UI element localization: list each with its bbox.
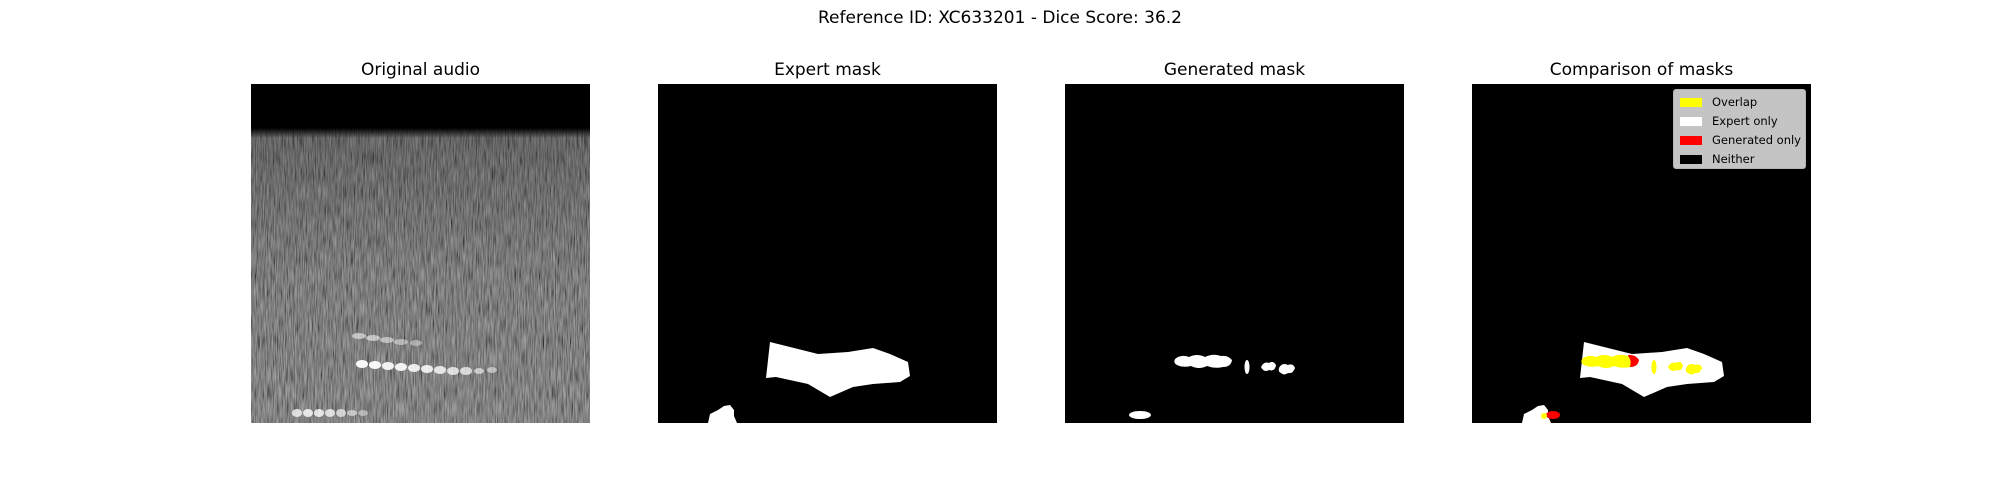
legend-item-generated-only: Generated only xyxy=(1680,131,1805,150)
expert-mask-panel xyxy=(658,84,997,423)
comparison-panel: Overlap Expert only Generated only Neith… xyxy=(1472,84,1811,423)
legend-label: Overlap xyxy=(1712,93,1757,112)
legend-swatch-expert-only xyxy=(1680,117,1702,126)
legend-label: Neither xyxy=(1712,150,1754,169)
panel-title-original-audio: Original audio xyxy=(251,59,590,81)
legend-swatch-neither xyxy=(1680,155,1702,164)
legend-item-overlap: Overlap xyxy=(1680,93,1805,112)
generated-mask-panel xyxy=(1065,84,1404,423)
legend: Overlap Expert only Generated only Neith… xyxy=(1673,89,1806,169)
panel-title-expert-mask: Expert mask xyxy=(658,59,997,81)
legend-label: Expert only xyxy=(1712,112,1778,131)
legend-swatch-overlap xyxy=(1680,98,1702,107)
legend-label: Generated only xyxy=(1712,131,1801,150)
panel-title-comparison: Comparison of masks xyxy=(1472,59,1811,81)
figure-title: Reference ID: XC633201 - Dice Score: 36.… xyxy=(0,7,2000,29)
legend-item-neither: Neither xyxy=(1680,150,1805,169)
panel-title-generated-mask: Generated mask xyxy=(1065,59,1404,81)
generated-mask-image xyxy=(1065,84,1404,423)
expert-mask-image xyxy=(658,84,997,423)
spectrogram-image xyxy=(251,84,590,423)
spectrogram-panel xyxy=(251,84,590,423)
legend-swatch-generated-only xyxy=(1680,136,1702,145)
legend-item-expert-only: Expert only xyxy=(1680,112,1805,131)
